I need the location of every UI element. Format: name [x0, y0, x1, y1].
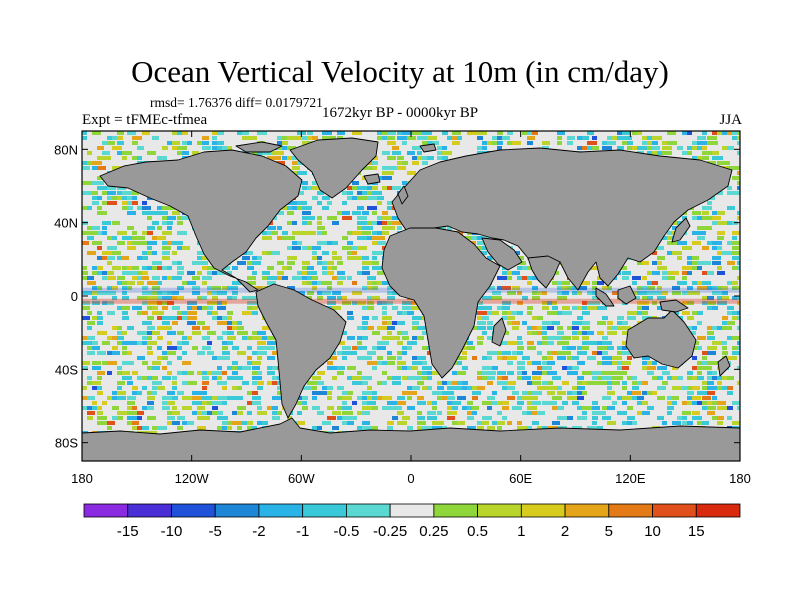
colorbar-label: -10 [161, 523, 183, 540]
colorbar-label: 0.5 [467, 523, 488, 540]
colorbar-swatch [345, 503, 391, 518]
colorbar-swatch [564, 503, 610, 518]
colorbar-swatch [127, 503, 172, 518]
colorbar-label: 15 [688, 523, 705, 540]
colorbar-label: -2 [252, 523, 265, 540]
land-india [527, 255, 561, 289]
lon-tick-label: 120E [615, 471, 646, 486]
colorbar-swatch [477, 503, 522, 518]
colorbar-swatch [214, 503, 260, 518]
colorbar-swatch [695, 503, 741, 518]
land-madagascar [491, 317, 507, 347]
colorbar-swatch [302, 503, 347, 518]
lat-tick-label: 80S [55, 436, 78, 451]
colorbar-label: 10 [644, 523, 661, 540]
colorbar-label: 5 [605, 523, 613, 540]
land-greenland [289, 137, 379, 199]
season-label: JJA [719, 112, 742, 128]
land-eurasia [391, 147, 733, 291]
colorbar-swatch [83, 503, 129, 518]
land-sumatra [595, 287, 615, 307]
colorbar-label: -15 [117, 523, 139, 540]
colorbar-label: 0.25 [419, 523, 448, 540]
land-iceland [363, 173, 381, 185]
colorbar-swatch [608, 503, 653, 518]
land-new-guinea [659, 299, 689, 313]
lon-tick-label: 180 [71, 471, 93, 486]
colorbar-swatch [520, 503, 566, 518]
land-antarctica [82, 417, 740, 461]
colorbar-swatch [652, 503, 697, 518]
land-new-zealand [717, 355, 731, 377]
time-period-label: 1672kyr BP - 0000kyr BP [321, 105, 479, 121]
colorbar-swatch [433, 503, 479, 518]
lat-tick-label: 80N [54, 142, 78, 157]
lon-tick-label: 120W [175, 471, 210, 486]
lon-tick-label: 60E [509, 471, 532, 486]
land-arctic-islands [235, 141, 283, 153]
lon-tick-label: 0 [407, 471, 414, 486]
land-australia [625, 309, 697, 369]
lon-tick-label: 180 [729, 471, 751, 486]
lon-tick-label: 60W [288, 471, 315, 486]
colorbar-swatch [258, 503, 304, 518]
land-svalbard [419, 143, 437, 153]
land-south-america [255, 283, 347, 419]
colorbar-label: -0.25 [373, 523, 407, 540]
colorbar-label: -0.5 [333, 523, 359, 540]
colorbar-label: 2 [561, 523, 569, 540]
colorbar-label: -1 [296, 523, 309, 540]
lat-tick-label: 40S [55, 362, 78, 377]
land-north-america [99, 149, 303, 293]
land-great-britain [397, 185, 409, 205]
land-arabia [481, 237, 523, 271]
land-africa [381, 227, 501, 379]
map-axes: 80N 40N 0 40S 80S 180 120W 60W 0 60E 120E 180 [54, 131, 751, 486]
colorbar-label: -5 [209, 523, 222, 540]
land-japan [671, 217, 691, 243]
colorbar: -15 -10 -5 -2 -1 -0.5 -0.25 0.25 0.5 1 2 5 10 15 [83, 503, 741, 540]
statistics-label: rmsd= 1.76376 diff= 0.0179721 [150, 95, 323, 110]
lat-tick-label: 0 [71, 289, 78, 304]
lat-tick-label: 40N [54, 216, 78, 231]
land-borneo [617, 285, 637, 305]
experiment-label: Expt = tFMEc-tfmea [82, 112, 208, 128]
colorbar-swatch [171, 503, 216, 518]
map-title: Ocean Vertical Velocity at 10m (in cm/da… [131, 54, 669, 89]
colorbar-label: 1 [517, 523, 525, 540]
land-masses [82, 137, 740, 461]
colorbar-swatch [389, 503, 435, 518]
